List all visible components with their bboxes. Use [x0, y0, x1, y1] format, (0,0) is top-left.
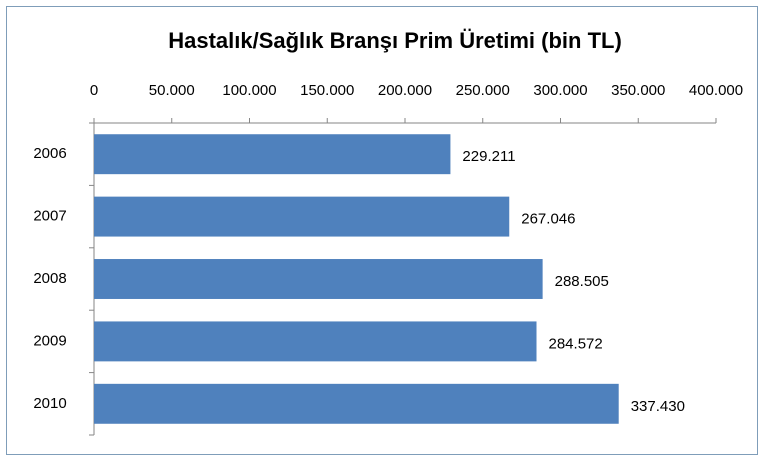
bar: [94, 196, 510, 237]
data-label: 267.046: [521, 211, 575, 228]
y-tick-label: 2010: [33, 395, 66, 412]
x-tick-label: 300.000: [533, 82, 587, 99]
data-label: 337.430: [631, 398, 685, 415]
y-tick-label: 2006: [33, 145, 66, 162]
data-label: 288.505: [555, 273, 609, 290]
y-tick-label: 2008: [33, 270, 66, 287]
chart-title: Hastalık/Sağlık Branşı Prim Üretimi (bin…: [168, 28, 622, 53]
x-tick-label: 250.000: [456, 82, 510, 99]
data-label: 229.211: [462, 148, 515, 165]
bar: [94, 383, 619, 424]
bar: [94, 134, 451, 175]
bar: [94, 259, 543, 299]
x-tick-label: 200.000: [378, 82, 432, 99]
x-tick-label: 0: [90, 82, 98, 99]
x-tick-label: 150.000: [300, 82, 354, 99]
y-tick-label: 2009: [33, 332, 66, 349]
data-label: 284.572: [549, 335, 603, 352]
x-tick-label: 100.000: [222, 82, 276, 99]
bar: [94, 321, 537, 362]
x-tick-label: 50.000: [149, 82, 195, 99]
x-tick-label: 400.000: [689, 82, 743, 99]
x-tick-label: 350.000: [611, 82, 665, 99]
y-tick-label: 2007: [33, 208, 66, 225]
